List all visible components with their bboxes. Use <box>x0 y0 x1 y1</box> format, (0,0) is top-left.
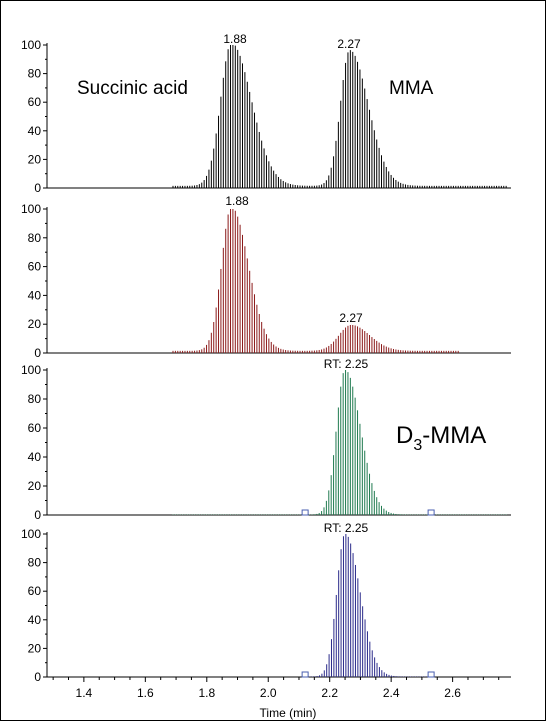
y-tick-label: 40 <box>28 124 42 138</box>
panel1-peak1-label: 1.88 <box>223 32 247 46</box>
integration-marker <box>427 671 435 678</box>
y-tick-label: 20 <box>28 317 42 331</box>
y-tick-label: 0 <box>34 346 41 360</box>
panel-4: 0 20 40 60 80 100 1.4 1.6 1.8 2.0 2.2 2.4 2.6 <box>21 527 511 700</box>
y-tick-label: 60 <box>28 584 42 598</box>
y-tick-label: 40 <box>28 613 42 627</box>
y-tick-label: 40 <box>28 288 42 302</box>
y-tick-label: 100 <box>21 363 41 377</box>
y-tick-label: 80 <box>28 67 42 81</box>
x-tick-label: 2.6 <box>444 686 461 700</box>
panel-1: 0 20 40 60 80 100 <box>21 38 511 195</box>
y-tick-label: 0 <box>34 181 41 195</box>
y-tick-label: 60 <box>28 421 42 435</box>
y-tick-label: 100 <box>21 202 41 216</box>
y-tick-label: 0 <box>34 508 41 522</box>
panel3-rt-label: RT: 2.25 <box>324 357 369 371</box>
integration-marker <box>427 509 435 516</box>
y-tick-label: 20 <box>28 479 42 493</box>
x-tick-label: 2.4 <box>383 686 400 700</box>
panel4-rt-label: RT: 2.25 <box>324 521 369 535</box>
y-tick-label: 0 <box>34 670 41 684</box>
integration-marker <box>301 671 309 678</box>
x-tick-label: 2.0 <box>260 686 277 700</box>
x-axis-title: Time (min) <box>260 706 317 720</box>
x-tick-label: 1.6 <box>137 686 154 700</box>
mma-label: MMA <box>389 78 434 99</box>
y-tick-label: 40 <box>28 450 42 464</box>
d3-mma-label-d: D <box>396 422 413 449</box>
y-tick-label: 100 <box>21 527 41 541</box>
d3-mma-label: D3-MMA <box>396 422 486 454</box>
y-tick-label: 20 <box>28 641 42 655</box>
x-tick-label: 1.8 <box>198 686 215 700</box>
panel2-peak1-label: 1.88 <box>225 194 249 208</box>
y-tick-label: 60 <box>28 260 42 274</box>
y-tick-label: 20 <box>28 152 42 166</box>
panel-3: 0 20 40 60 80 100 <box>21 363 511 522</box>
y-tick-label: 100 <box>21 38 41 52</box>
x-tick-label: 1.4 <box>76 686 93 700</box>
y-tick-label: 80 <box>28 556 42 570</box>
y-tick-label: 80 <box>28 392 42 406</box>
succinic-acid-label: Succinic acid <box>77 78 188 99</box>
x-tick-label: 2.2 <box>321 686 338 700</box>
panel1-peak2-label: 2.27 <box>337 37 361 51</box>
panel-2: 0 20 40 60 80 100 <box>21 202 511 360</box>
d3-mma-label-sub: 3 <box>413 437 422 454</box>
panel2-peak2-label: 2.27 <box>339 311 363 325</box>
integration-marker <box>301 509 309 516</box>
d3-mma-label-rest: -MMA <box>422 422 486 449</box>
y-tick-label: 60 <box>28 95 42 109</box>
y-tick-label: 80 <box>28 231 42 245</box>
